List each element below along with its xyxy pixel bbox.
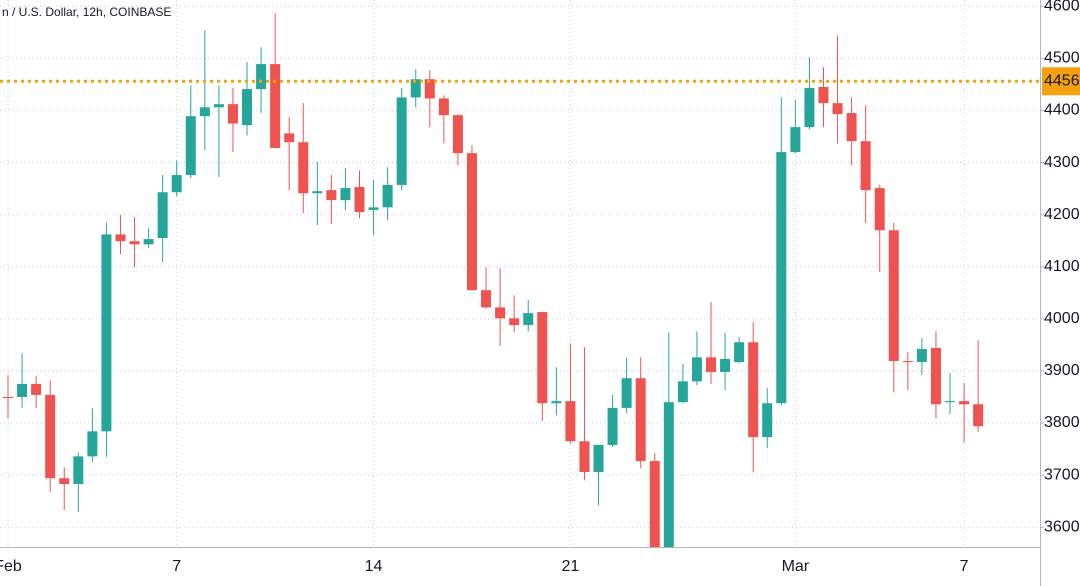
candle-body [537, 312, 548, 404]
grid [0, 0, 1040, 547]
y-tick-label: 37000 [1044, 466, 1080, 483]
candle-body [284, 133, 295, 143]
candle-body [171, 175, 182, 193]
candle-body [256, 64, 267, 90]
candle-body [31, 383, 42, 395]
candle-body [973, 404, 984, 427]
candle-body [101, 234, 112, 432]
candle-body [930, 347, 941, 405]
candle-body [593, 444, 604, 472]
candle-body [424, 79, 435, 99]
candle-body [734, 342, 745, 363]
candle-body [298, 142, 309, 194]
y-tick-label: 43000 [1044, 154, 1080, 171]
candle-body [73, 456, 84, 484]
candle-body [691, 357, 702, 382]
candle-body [17, 383, 28, 397]
candle-body [776, 152, 787, 404]
price-level-label: 44560 [1044, 72, 1080, 89]
candle-body [199, 107, 210, 117]
candle-body [242, 89, 253, 126]
candle-body [396, 97, 407, 185]
candle-body [452, 115, 463, 154]
candle-body [551, 401, 562, 404]
candle-body [579, 441, 590, 472]
candle-body [677, 381, 688, 403]
candle-body [663, 402, 674, 547]
candle-body [466, 153, 477, 291]
plot-area [0, 13, 1040, 547]
candle-body [916, 349, 927, 363]
candle-body [438, 98, 449, 116]
candle-body [270, 64, 281, 148]
candle-body [326, 190, 337, 201]
candle-body [621, 378, 632, 408]
x-tick-label: 21 [562, 558, 580, 575]
candle-body [115, 234, 126, 242]
candle-body [888, 230, 899, 362]
y-tick-label: 42000 [1044, 206, 1080, 223]
candle-body [143, 239, 154, 245]
y-tick-label: 46000 [1044, 0, 1080, 14]
candle-body [129, 241, 140, 245]
candle-body [818, 86, 829, 104]
x-tick-label: 7 [960, 558, 969, 575]
candle-body [509, 318, 520, 326]
candle-body [720, 358, 731, 372]
candle-body [523, 313, 534, 326]
candle-body [649, 461, 660, 547]
candle-body [45, 394, 56, 479]
candle-body [87, 431, 98, 457]
candle-body [762, 403, 773, 438]
candle-body [832, 103, 843, 115]
chart-title: n / U.S. Dollar, 12h, COINBASE [2, 5, 171, 19]
x-tick-label: 14 [365, 558, 383, 575]
candle-body [495, 307, 506, 319]
candle-body [945, 401, 956, 403]
y-tick-label: 44000 [1044, 102, 1080, 119]
candle-body [410, 79, 421, 98]
candle-body [607, 407, 618, 445]
candle-body [382, 184, 393, 208]
candle-body [59, 478, 70, 484]
x-tick-label: Mar [782, 558, 810, 575]
y-tick-label: 41000 [1044, 258, 1080, 275]
candle-body [185, 116, 196, 176]
candle-body [790, 127, 801, 153]
candle-body [706, 357, 716, 372]
y-tick-label: 38000 [1044, 414, 1080, 431]
candle-body [959, 401, 970, 405]
candle-body [213, 104, 224, 108]
candle-body [227, 104, 238, 124]
candle-body [748, 342, 759, 438]
candle-body [340, 188, 351, 201]
x-tick-label: Feb [0, 558, 22, 575]
candle-body [860, 141, 871, 191]
y-tick-label: 36000 [1044, 518, 1080, 535]
candle-body [157, 192, 168, 239]
y-tick-label: 45000 [1044, 50, 1080, 67]
candle-body [312, 191, 323, 194]
candle-body [846, 113, 857, 142]
candle-body [3, 396, 13, 399]
price-level-tag [1042, 67, 1080, 96]
candle-body [902, 361, 913, 363]
candle-body [481, 290, 492, 308]
candle-body [804, 88, 815, 128]
candle-body [368, 207, 379, 210]
candle-body [635, 378, 646, 462]
y-tick-label: 39000 [1044, 362, 1080, 379]
candle-body [565, 401, 576, 442]
y-tick-label: 40000 [1044, 310, 1080, 327]
x-tick-label: 7 [172, 558, 181, 575]
candle-body [354, 187, 365, 213]
candle-body [874, 188, 885, 231]
